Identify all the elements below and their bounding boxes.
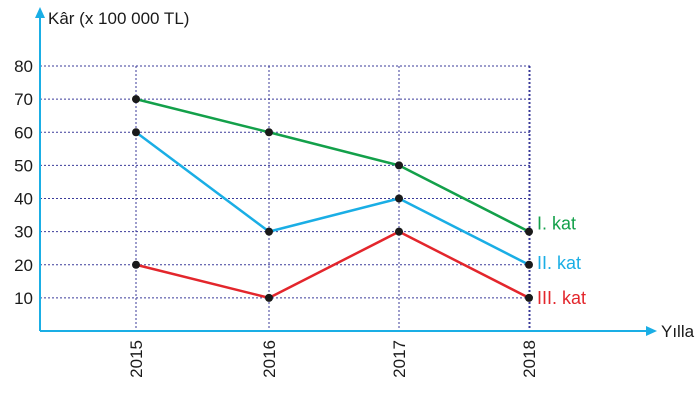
- series-line: [135, 131, 530, 266]
- series-line: [135, 97, 530, 233]
- y-tick-label: 40: [14, 190, 33, 209]
- x-tick-labels: 2015 2016 2017 2018: [127, 340, 539, 378]
- y-tick-label: 50: [14, 156, 33, 175]
- series-label: I. kat: [537, 214, 576, 234]
- data-point: [132, 260, 140, 269]
- data-point: [395, 161, 403, 170]
- data-point: [395, 194, 403, 203]
- x-tick-label: 2016: [260, 340, 279, 378]
- series-line: [135, 230, 530, 300]
- x-tick-label: 2015: [127, 340, 146, 378]
- y-tick-label: 70: [14, 90, 33, 109]
- axes: Kâr (x 100 000 TL) Yıllar: [35, 7, 695, 341]
- data-points: [132, 95, 533, 302]
- y-tick-label: 30: [14, 223, 33, 242]
- data-point: [265, 293, 273, 302]
- y-tick-labels: 10 20 30 40 50 60 70 80: [14, 57, 33, 308]
- data-point: [265, 128, 273, 137]
- series-lines: [135, 97, 530, 300]
- x-axis-arrow-icon: [646, 326, 657, 336]
- data-point: [525, 293, 533, 302]
- data-point: [265, 227, 273, 236]
- y-tick-label: 10: [14, 289, 33, 308]
- y-axis-arrow-icon: [35, 7, 45, 18]
- data-point: [132, 128, 140, 137]
- x-axis-label: Yıllar: [661, 322, 695, 341]
- y-axis-label: Kâr (x 100 000 TL): [48, 9, 189, 28]
- data-point: [132, 95, 140, 104]
- data-point: [395, 227, 403, 236]
- y-tick-label: 60: [14, 123, 33, 142]
- series-labels: I. kat II. kat III. kat: [537, 214, 586, 308]
- y-tick-label: 20: [14, 256, 33, 275]
- series-label: II. kat: [537, 253, 581, 273]
- series-label: III. kat: [537, 288, 586, 308]
- x-tick-label: 2017: [390, 340, 409, 378]
- grid: [40, 65, 531, 331]
- x-tick-label: 2018: [520, 340, 539, 378]
- data-point: [525, 260, 533, 269]
- y-tick-label: 80: [14, 57, 33, 76]
- data-point: [525, 227, 533, 236]
